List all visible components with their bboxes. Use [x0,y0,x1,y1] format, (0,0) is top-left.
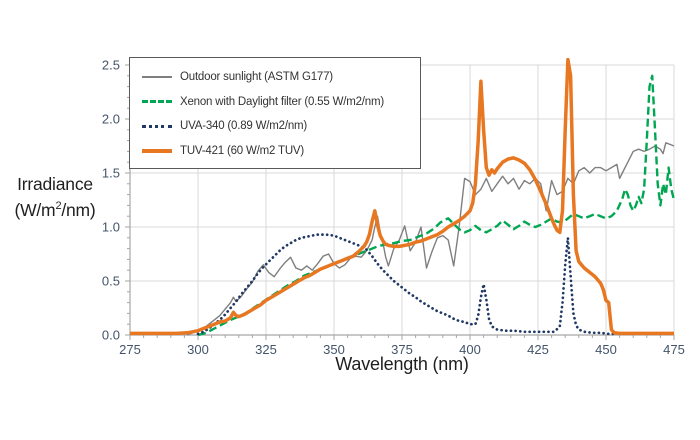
legend-box: Outdoor sunlight (ASTM G177) Xenon with … [129,57,421,169]
x-tick-label: 450 [595,342,617,357]
x-tick-label: 400 [459,342,481,357]
y-tick-label: 0.5 [102,274,120,289]
x-tick-label: 350 [323,342,345,357]
tuv-line-sample-icon [142,148,172,153]
y-axis-title-line2: (W/m2/nm) [14,200,96,221]
legend-item-tuv: TUV-421 (60 W/m2 TUV) [142,139,414,163]
legend-item-uva: UVA-340 (0.89 W/m2/nm) [142,114,414,138]
x-tick-label: 300 [187,342,209,357]
legend-item-sunlight: Outdoor sunlight (ASTM G177) [142,65,414,89]
x-tick-label: 275 [119,342,141,357]
y-axis-title: Irradiance (W/m2/nm) [0,171,110,224]
legend-label-tuv: TUV-421 (60 W/m2 TUV) [180,144,305,157]
x-tick-label: 375 [391,342,413,357]
series-line-sunlight [186,142,675,336]
xenon-line-sample-icon [142,100,172,104]
series-line-xenon [197,74,676,337]
series-line-tuv [130,57,674,336]
y-axis-title-line1: Irradiance [17,174,93,194]
x-tick-label: 425 [527,342,549,357]
legend-label-xenon: Xenon with Daylight filter (0.55 W/m2/nm… [180,95,384,108]
uva-line-sample-icon [142,124,172,128]
sunlight-line-sample-icon [142,76,172,78]
series-line-uva [196,233,616,336]
legend-item-xenon: Xenon with Daylight filter (0.55 W/m2/nm… [142,90,414,114]
legend-label-sunlight: Outdoor sunlight (ASTM G177) [180,71,333,83]
y-tick-label: 1.5 [102,166,120,181]
x-axis-title: Wavelength (nm) [335,354,469,374]
legend-label-uva: UVA-340 (0.89 W/m2/nm) [180,120,308,133]
y-tick-label: 1.0 [102,220,120,235]
y-tick-label: 2.5 [102,58,120,73]
x-tick-label: 325 [255,342,277,357]
x-tick-label: 475 [663,342,685,357]
y-tick-label: 2.0 [102,112,120,127]
y-tick-label: 0.0 [102,328,120,343]
